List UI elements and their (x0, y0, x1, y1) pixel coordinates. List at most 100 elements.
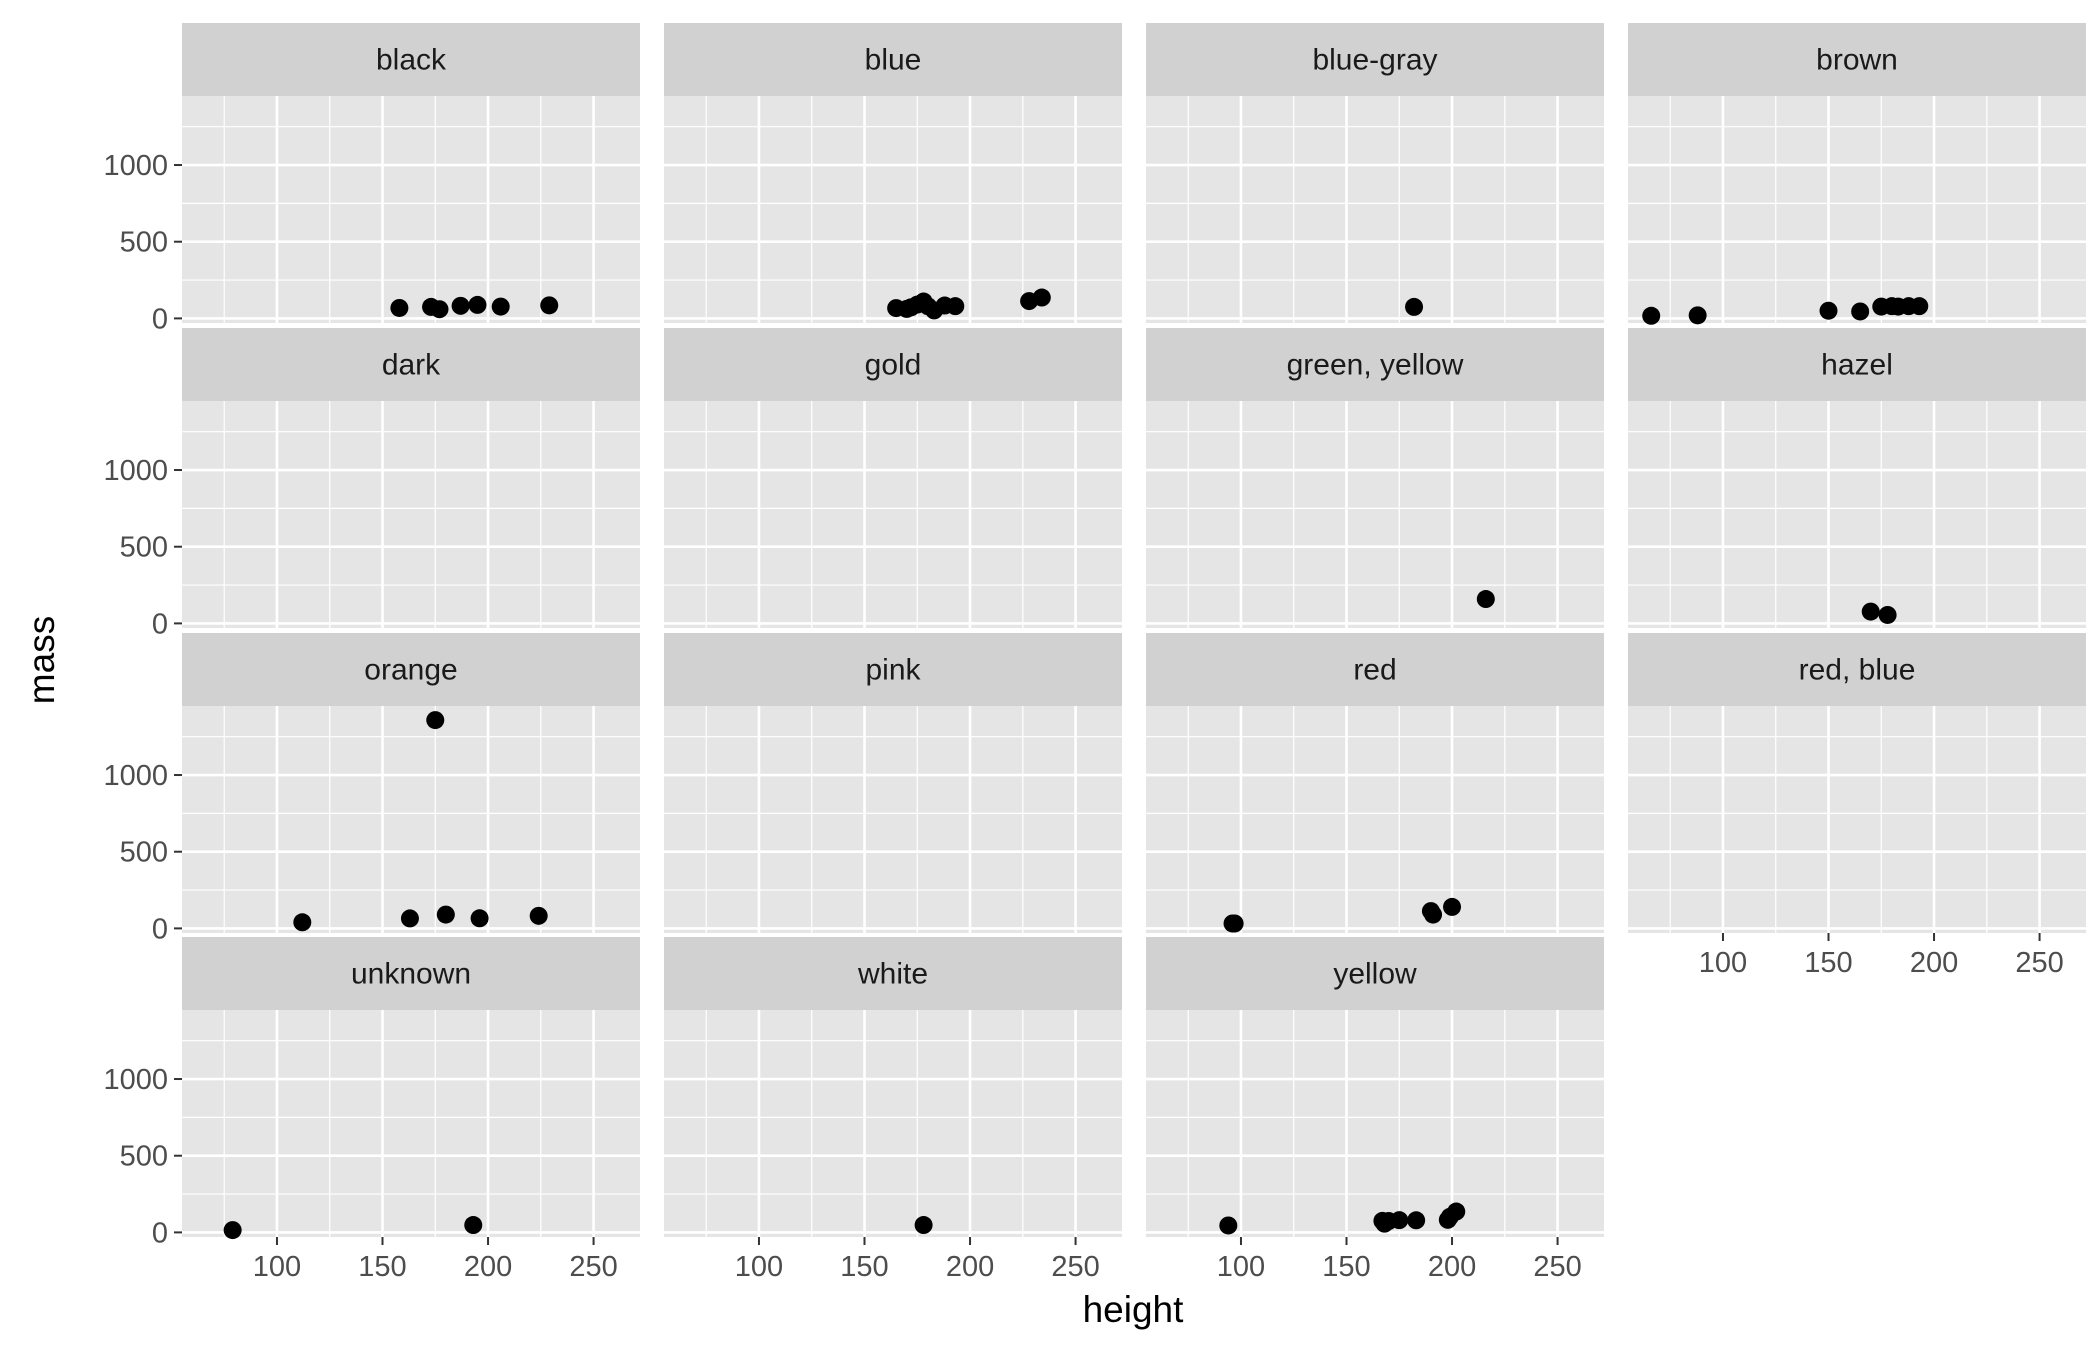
x-tick-label: 250 (1051, 1251, 1099, 1283)
facet-label: blue-gray (1312, 44, 1437, 77)
data-point (1407, 1211, 1426, 1230)
x-tick-label: 200 (946, 1251, 994, 1283)
y-tick-label: 1000 (103, 760, 168, 792)
data-point (464, 1216, 483, 1235)
facet-label: red, blue (1799, 654, 1916, 687)
facet-strip (1146, 633, 1604, 706)
data-point (529, 906, 548, 925)
data-point (1032, 288, 1051, 307)
data-point (1819, 301, 1838, 320)
panel-background (1146, 1010, 1604, 1237)
x-axes: 100 150 200 250 100 150 200 250 100 150 200 250 100 1… (253, 933, 2064, 1283)
facet-strip (182, 328, 640, 401)
facet-strip (1628, 633, 2086, 706)
y-tick-label: 0 (152, 608, 168, 640)
facet-label: blue (865, 44, 922, 77)
facet-strip (1628, 23, 2086, 96)
facet-red-blue: red, blue (1628, 633, 2086, 933)
y-axes: 0 500 1000 0 500 1000 0 500 1000 0 500 1000 (103, 150, 182, 1249)
facet-dark: dark (182, 328, 640, 628)
panel-background (1628, 96, 2086, 323)
x-tick-label: 150 (1804, 947, 1852, 979)
facet-label: unknown (351, 958, 471, 991)
panel-background (1628, 401, 2086, 628)
facet-brown: brown (1628, 23, 2086, 325)
facet-orange: orange (182, 633, 640, 933)
data-point (1225, 914, 1244, 933)
facet-strip (664, 937, 1122, 1010)
facet-white: white (664, 937, 1122, 1237)
panel-background (182, 1010, 640, 1237)
facet-label: green, yellow (1287, 349, 1464, 382)
y-tick-label: 0 (152, 303, 168, 335)
data-point (400, 909, 419, 928)
data-point (1476, 590, 1495, 609)
facet-label: black (376, 44, 447, 77)
y-tick-label: 1000 (103, 455, 168, 487)
facet-hazel: hazel (1628, 328, 2086, 628)
facet-red: red (1146, 633, 1604, 933)
x-tick-label: 150 (358, 1251, 406, 1283)
facet-unknown: unknown (182, 937, 640, 1240)
data-point (451, 296, 470, 315)
data-point (1405, 297, 1424, 316)
y-tick-label: 500 (120, 837, 168, 869)
y-tick-label: 1000 (103, 1064, 168, 1096)
facet-blue: blue (664, 23, 1122, 323)
facet-strip (664, 23, 1122, 96)
panel-background (182, 401, 640, 628)
facet-strip (1146, 23, 1604, 96)
data-point (1861, 602, 1880, 621)
data-point (1447, 1202, 1466, 1221)
x-tick-label: 250 (1533, 1251, 1581, 1283)
facet-strip (1146, 328, 1604, 401)
facet-label: orange (364, 654, 457, 687)
panel-background (1146, 96, 1604, 323)
x-tick-label: 250 (569, 1251, 617, 1283)
y-tick-label: 1000 (103, 150, 168, 182)
y-axis-title: mass (21, 616, 62, 704)
data-point (1219, 1216, 1238, 1235)
panel-background (1146, 706, 1604, 933)
data-point (1642, 306, 1661, 325)
panel-background (664, 96, 1122, 323)
panel-background (664, 706, 1122, 933)
data-point (390, 298, 409, 317)
facet-strip (182, 23, 640, 96)
facet-label: yellow (1333, 958, 1417, 991)
facet-label: pink (865, 654, 921, 687)
data-point (1851, 302, 1870, 321)
facet-label: red (1353, 654, 1396, 687)
data-point (223, 1221, 242, 1240)
facet-label: dark (382, 349, 441, 382)
facet-gold: gold (664, 328, 1122, 628)
data-point (468, 295, 487, 314)
data-point (491, 297, 510, 316)
data-point (436, 905, 455, 924)
facet-strip (664, 633, 1122, 706)
facet-strip (664, 328, 1122, 401)
x-tick-label: 100 (1217, 1251, 1265, 1283)
panel-background (664, 401, 1122, 628)
y-tick-label: 500 (120, 227, 168, 259)
panel-background (182, 706, 640, 933)
data-point (1910, 297, 1929, 316)
facet-strip (1628, 328, 2086, 401)
x-axis-title: height (1083, 1289, 1185, 1330)
panel-background (182, 96, 640, 323)
x-tick-label: 200 (464, 1251, 512, 1283)
panel-background (1628, 706, 2086, 933)
x-tick-label: 250 (2015, 947, 2063, 979)
facet-label: white (857, 958, 928, 991)
y-tick-label: 0 (152, 1217, 168, 1249)
facet-yellow: yellow (1146, 937, 1604, 1237)
data-point (1390, 1211, 1409, 1230)
facet-blue-gray: blue-gray (1146, 23, 1604, 323)
facet-green-yellow: green, yellow (1146, 328, 1604, 628)
y-tick-label: 0 (152, 913, 168, 945)
facet-strip (182, 633, 640, 706)
data-point (540, 296, 559, 315)
data-point (1443, 897, 1462, 916)
data-point (946, 297, 965, 316)
facet-strip (182, 937, 640, 1010)
